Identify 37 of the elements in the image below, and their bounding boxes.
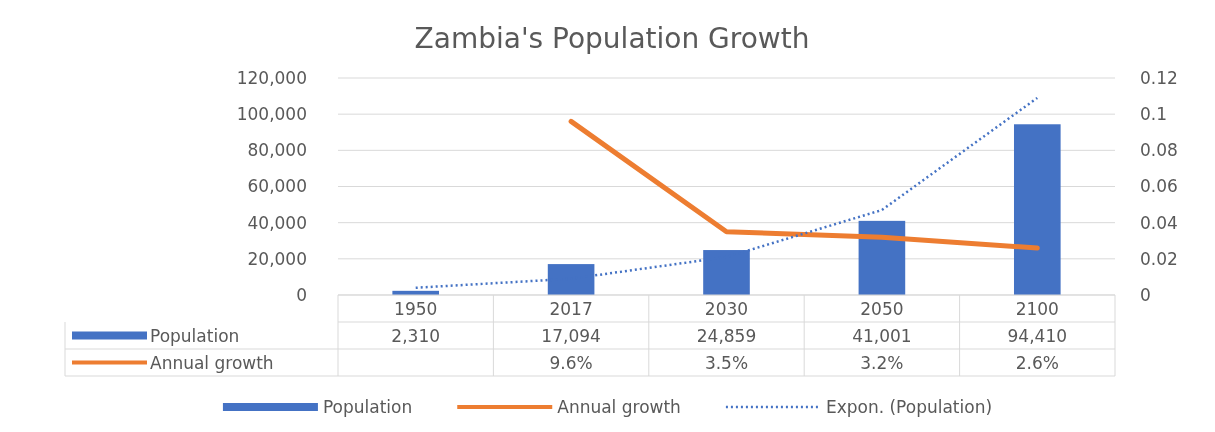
data-label: 24,859 [696,325,757,346]
y-tick-label: 60,000 [247,176,307,197]
data-label: 41,001 [852,325,912,346]
bar [1013,124,1061,295]
bar [858,220,906,295]
data-label: 3.5% [704,352,749,373]
data-label: 3.2% [860,352,904,373]
x-tick-label: 2100 [1015,298,1059,319]
line-series [414,96,1039,290]
y2-tick-label: 0.04 [1140,212,1178,233]
data-label: 94,410 [1007,325,1068,346]
x-tick-label: 2017 [549,298,593,319]
legend-label: Population [150,325,240,346]
y-tick-label: 20,000 [247,248,307,269]
y2-tick-label: 0.12 [1140,67,1178,88]
legend-label: Annual growth [150,352,274,373]
y2-tick-label: 0.02 [1140,248,1178,269]
y2-tick-label: 0.08 [1140,140,1178,161]
text: Population [322,397,413,417]
x-tick-label: 2030 [704,298,749,319]
data-label: 17,094 [541,325,601,346]
data-label: 2.6% [1015,352,1059,373]
y-tick-label: 80,000 [247,140,307,161]
text: Expon. (Population) [825,397,993,417]
y2-tick-label: 0.1 [1140,104,1168,125]
y2-tick-label: 0 [1140,284,1151,305]
y-tick-label: 100,000 [236,104,307,125]
chart-title: Zambia's Population Growth [414,22,810,55]
y2-tick-label: 0.06 [1140,176,1178,197]
y-tick-label: 40,000 [247,212,307,233]
y-tick-label: 0 [296,284,307,305]
x-tick-label: 2050 [860,298,904,319]
x-tick-label: 1950 [394,298,438,319]
text: Annual growth [557,397,681,417]
y-tick-label: 120,000 [236,67,307,88]
data-label: 2,310 [391,325,441,346]
data-label: 9.6% [549,352,593,373]
